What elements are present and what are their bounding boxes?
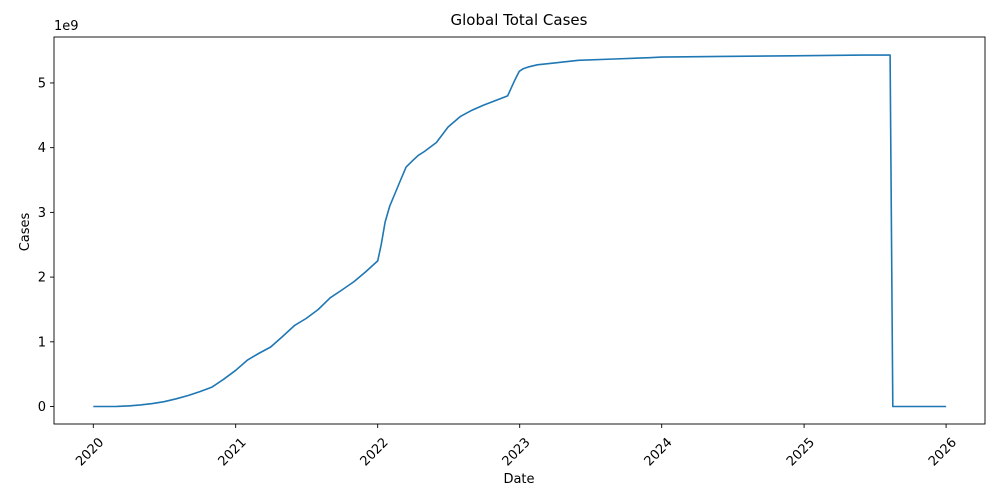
y-tick-label: 3: [38, 206, 46, 221]
series-line-0: [93, 54, 947, 408]
y-axis-label: Cases: [18, 212, 33, 251]
y-tick-label: 2: [38, 271, 46, 286]
y-tick-label: 5: [38, 76, 46, 91]
y-tick-label: 1: [38, 335, 46, 350]
y-tick-label: 4: [38, 141, 46, 156]
chart-title: Global Total Cases: [451, 11, 588, 29]
x-axis-label: Date: [503, 472, 534, 487]
y-axis-scale-label: 1e9: [54, 19, 79, 34]
y-tick-label: 0: [38, 400, 46, 415]
